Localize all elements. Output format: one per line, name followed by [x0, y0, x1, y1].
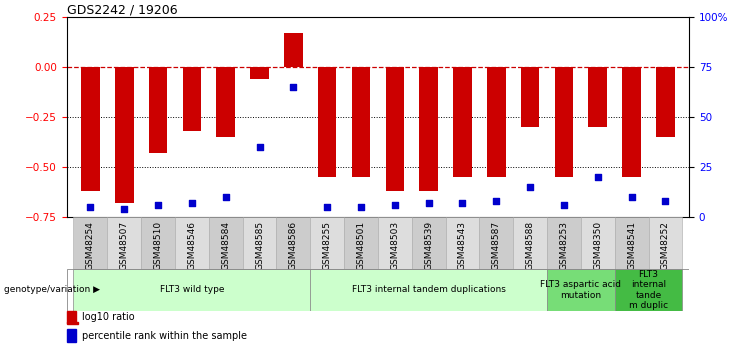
Bar: [521, 67, 539, 127]
Bar: [81, 67, 100, 191]
Text: GSM48585: GSM48585: [255, 221, 264, 270]
Text: GSM48584: GSM48584: [221, 221, 230, 270]
Bar: [514, 217, 547, 269]
Point: [186, 200, 198, 206]
Point: [322, 205, 333, 210]
Point: [422, 200, 434, 206]
Text: GSM48510: GSM48510: [153, 221, 162, 270]
Bar: [149, 67, 167, 153]
Text: GSM48586: GSM48586: [289, 221, 298, 270]
Bar: [216, 67, 235, 137]
Point: [389, 203, 401, 208]
Bar: [648, 217, 682, 269]
Text: GDS2242 / 19206: GDS2242 / 19206: [67, 3, 177, 16]
Bar: [310, 269, 547, 310]
Point: [625, 195, 637, 200]
Bar: [284, 33, 302, 67]
Text: GSM48587: GSM48587: [492, 221, 501, 270]
Bar: [209, 217, 242, 269]
Bar: [115, 67, 133, 203]
Bar: [588, 67, 607, 127]
Bar: [555, 67, 574, 177]
Text: FLT3
internal
tande
m duplic: FLT3 internal tande m duplic: [629, 270, 668, 310]
Bar: [250, 67, 269, 79]
Text: GSM48543: GSM48543: [458, 221, 467, 270]
Bar: [182, 67, 201, 131]
Text: GSM48546: GSM48546: [187, 221, 196, 270]
Text: GSM48252: GSM48252: [661, 221, 670, 270]
Text: GSM48541: GSM48541: [627, 221, 636, 270]
Point: [659, 199, 671, 204]
Point: [456, 200, 468, 206]
Point: [558, 203, 570, 208]
Point: [84, 205, 96, 210]
Text: FLT3 wild type: FLT3 wild type: [159, 285, 224, 294]
Point: [119, 207, 130, 212]
Bar: [419, 67, 438, 191]
Point: [524, 185, 536, 190]
Bar: [344, 217, 378, 269]
Point: [355, 205, 367, 210]
Bar: [378, 217, 412, 269]
Text: GSM48507: GSM48507: [120, 221, 129, 270]
Text: GSM48254: GSM48254: [86, 221, 95, 270]
Text: GSM48255: GSM48255: [322, 221, 332, 270]
Bar: [73, 217, 107, 269]
Bar: [615, 269, 682, 310]
Text: GSM48253: GSM48253: [559, 221, 568, 270]
Text: percentile rank within the sample: percentile rank within the sample: [82, 331, 247, 341]
Point: [253, 145, 265, 150]
Bar: [352, 67, 370, 177]
Bar: [622, 67, 641, 177]
Point: [152, 203, 164, 208]
Bar: [276, 217, 310, 269]
Bar: [67, 322, 78, 324]
Bar: [547, 217, 581, 269]
Bar: [141, 217, 175, 269]
Text: log10 ratio: log10 ratio: [82, 312, 134, 322]
Text: GSM48501: GSM48501: [356, 221, 365, 270]
Bar: [445, 217, 479, 269]
Text: FLT3 aspartic acid
mutation: FLT3 aspartic acid mutation: [540, 280, 622, 299]
Point: [220, 195, 232, 200]
Text: GSM48539: GSM48539: [424, 221, 433, 270]
Text: GSM48503: GSM48503: [391, 221, 399, 270]
Bar: [615, 217, 648, 269]
Point: [592, 175, 604, 180]
Bar: [107, 217, 141, 269]
Bar: [581, 217, 615, 269]
Bar: [487, 67, 505, 177]
Point: [491, 199, 502, 204]
Bar: [310, 217, 344, 269]
Text: FLT3 internal tandem duplications: FLT3 internal tandem duplications: [352, 285, 505, 294]
Bar: [385, 67, 404, 191]
Bar: [656, 67, 675, 137]
Text: genotype/variation ▶: genotype/variation ▶: [4, 285, 100, 294]
Bar: [479, 217, 514, 269]
Text: GSM48350: GSM48350: [594, 221, 602, 270]
Bar: [175, 217, 209, 269]
Bar: [412, 217, 445, 269]
Bar: [547, 269, 615, 310]
Point: [288, 85, 299, 90]
Bar: [73, 269, 310, 310]
Bar: [242, 217, 276, 269]
Bar: [453, 67, 472, 177]
Bar: [318, 67, 336, 177]
Text: GSM48588: GSM48588: [525, 221, 535, 270]
